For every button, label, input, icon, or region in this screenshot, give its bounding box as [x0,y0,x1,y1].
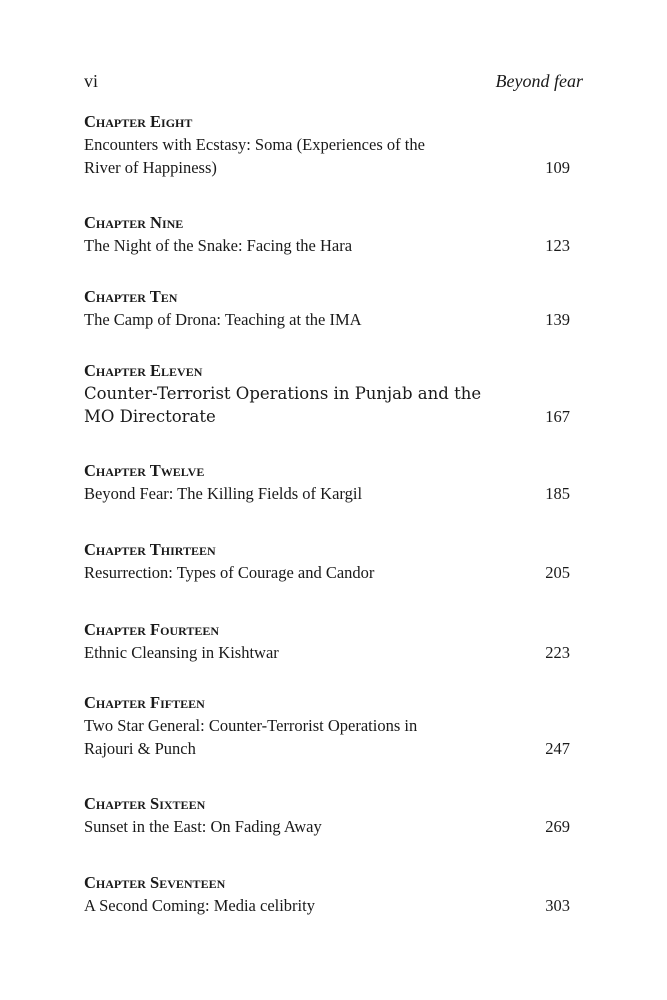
chapter-title-row: A Second Coming: Media celibrity 303 [84,894,570,917]
chapter-title-row: Ethnic Cleansing in Kishtwar 223 [84,641,570,664]
running-title: Beyond fear [495,71,583,91]
chapter-heading: Chapter Eight [84,112,193,131]
toc-entry: Chapter Fourteen Ethnic Cleansing in Kis… [84,618,570,664]
chapter-title-row: The Night of the Snake: Facing the Hara … [84,234,570,257]
chapter-heading: Chapter Seventeen [84,873,226,892]
chapter-page: 205 [545,563,570,582]
chapter-page: 139 [545,310,570,329]
toc-entry: Chapter Thirteen Resurrection: Types of … [84,538,570,584]
chapter-heading: Chapter Nine [84,213,184,232]
chapter-title[interactable]: Encounters with Ecstasy: Soma (Experienc… [84,135,425,177]
chapter-title[interactable]: The Camp of Drona: Teaching at the IMA [84,310,362,329]
chapter-title-row: Sunset in the East: On Fading Away 269 [84,815,570,838]
toc-entry: Chapter Ten The Camp of Drona: Teaching … [84,285,570,331]
chapter-title[interactable]: Beyond Fear: The Killing Fields of Kargi… [84,484,363,503]
chapter-title[interactable]: Resurrection: Types of Courage and Cando… [84,563,375,582]
chapter-title-row: Beyond Fear: The Killing Fields of Kargi… [84,482,570,505]
chapter-heading: Chapter Fifteen [84,693,205,712]
chapter-title-row: Resurrection: Types of Courage and Cando… [84,561,570,584]
chapter-page: 303 [545,896,570,915]
chapter-page: 269 [545,817,570,836]
chapter-title-row: Counter-Terrorist Operations in Punjab a… [84,382,570,428]
toc-entry: Chapter Seventeen A Second Coming: Media… [84,871,570,917]
chapter-title[interactable]: The Night of the Snake: Facing the Hara [84,236,353,255]
chapter-title-row: Two Star General: Counter-Terrorist Oper… [84,714,570,760]
chapter-title[interactable]: Ethnic Cleansing in Kishtwar [84,643,279,662]
chapter-title[interactable]: Sunset in the East: On Fading Away [84,817,322,836]
toc-entry: Chapter Twelve Beyond Fear: The Killing … [84,459,570,505]
chapter-heading: Chapter Sixteen [84,794,206,813]
chapter-title-row: Encounters with Ecstasy: Soma (Experienc… [84,133,570,179]
chapter-title[interactable]: Counter-Terrorist Operations in Punjab a… [84,384,482,426]
page-number: vi [84,71,99,91]
chapter-title[interactable]: A Second Coming: Media celibrity [84,896,315,915]
chapter-heading: Chapter Ten [84,287,178,306]
chapter-page: 247 [545,739,570,758]
toc-entry: Chapter Eight Encounters with Ecstasy: S… [84,110,570,179]
chapter-heading: Chapter Thirteen [84,540,216,559]
chapter-page: 123 [545,236,570,255]
chapter-title-row: The Camp of Drona: Teaching at the IMA 1… [84,308,570,331]
chapter-page: 223 [545,643,570,662]
chapter-title[interactable]: Two Star General: Counter-Terrorist Oper… [84,716,418,758]
chapter-heading: Chapter Twelve [84,461,205,480]
chapter-heading: Chapter Fourteen [84,620,220,639]
toc-entry: Chapter Sixteen Sunset in the East: On F… [84,792,570,838]
chapter-page: 167 [545,407,570,426]
chapter-heading: Chapter Eleven [84,361,203,380]
toc-entry: Chapter Nine The Night of the Snake: Fac… [84,211,570,257]
toc-entry: Chapter Eleven Counter-Terrorist Operati… [84,359,570,428]
toc-entry: Chapter Fifteen Two Star General: Counte… [84,691,570,760]
chapter-page: 109 [545,158,570,177]
chapter-page: 185 [545,484,570,503]
